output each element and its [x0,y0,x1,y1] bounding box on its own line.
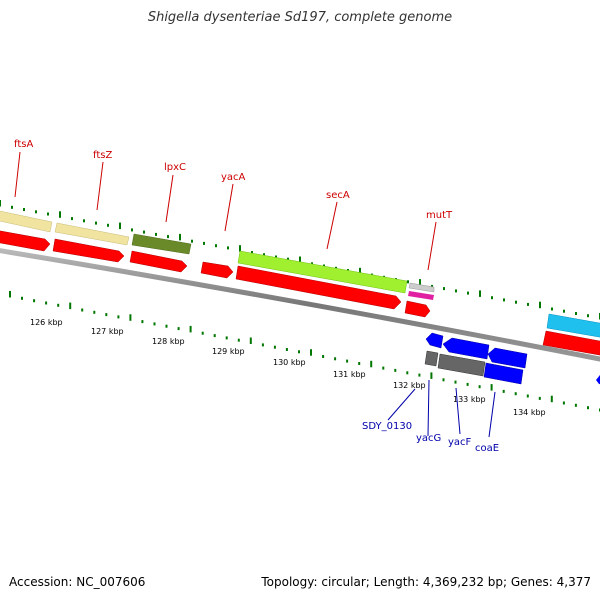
scale-label: 128 kbp [152,337,185,346]
scale-label: 129 kbp [212,347,245,356]
scale-label: 133 kbp [453,395,486,404]
feature-band-outer [0,210,600,338]
gene-leader-line [387,388,416,421]
gene-label-yacG: yacG [416,433,441,444]
gene-label-ftsZ: ftsZ [93,150,112,161]
cds-arrow-reverse [596,375,600,385]
feature-mutT-band2 [408,291,434,300]
page-title: Shigella dysenteriae Sd197, complete gen… [147,10,453,25]
cds-arrow [542,330,600,356]
feature-ftsZ-band [54,222,130,246]
gene-label-mutT: mutT [426,210,453,221]
gene-leader-line [96,161,104,211]
accession-label: Accession: NC_007606 [9,575,146,589]
scale-label: 134 kbp [513,408,546,417]
cds-arrow [200,261,234,279]
gene-leader-line [326,201,338,250]
cds-arrow [129,250,188,273]
gene-leader-line [14,151,21,198]
gene-label-ftsA: ftsA [14,139,33,150]
cds-arrow-reverse [442,337,490,360]
reverse-gene-labels: SDY_0130 yacG yacF coaE [362,379,499,454]
cds-arrow [235,265,402,310]
scale-label: 130 kbp [273,358,306,367]
gene-label-yacF: yacF [448,437,472,448]
gene-leader-line [455,387,461,435]
feature-lpxC-band [131,233,192,255]
gene-leader-line [165,174,174,223]
gene-label-yacA: yacA [221,172,246,183]
gene-label-secA: secA [326,190,350,201]
scale-label: 127 kbp [91,327,124,336]
gene-label-SDY_0130: SDY_0130 [362,421,412,432]
cds-arrow [52,238,125,263]
feature-right-cyan [546,313,600,338]
feature-ftsA-band [0,210,53,233]
forward-cds-track [0,230,600,356]
cds-arrow [404,300,431,318]
cds-arrow [0,230,51,252]
cds-arrow-reverse [425,332,444,349]
gene-leader-line [427,379,430,437]
reverse-cds-track [424,332,600,385]
gene-leader-line [224,183,234,232]
gene-leader-line [427,221,437,271]
gene-label-lpxC: lpxC [164,162,186,173]
forward-gene-labels: ftsA ftsZ lpxC yacA secA mutT [14,139,453,271]
feature-gray [437,353,486,377]
genome-backbone [0,248,600,362]
gene-label-coaE: coaE [475,443,499,454]
feature-mutT-band [408,282,435,293]
inner-tick-track [9,291,600,412]
scale-label: 131 kbp [333,370,366,379]
feature-secA-band [237,250,408,294]
cds-arrow-reverse [487,347,528,369]
scale-label: 126 kbp [30,318,63,327]
genome-summary-label: Topology: circular; Length: 4,369,232 bp… [261,575,591,589]
cds-reverse [483,362,524,385]
scale-label: 132 kbp [393,381,426,390]
feature-gray [424,350,439,367]
scale-labels: 126 kbp 127 kbp 128 kbp 129 kbp 130 kbp … [30,318,546,417]
gene-leader-line [488,391,496,438]
